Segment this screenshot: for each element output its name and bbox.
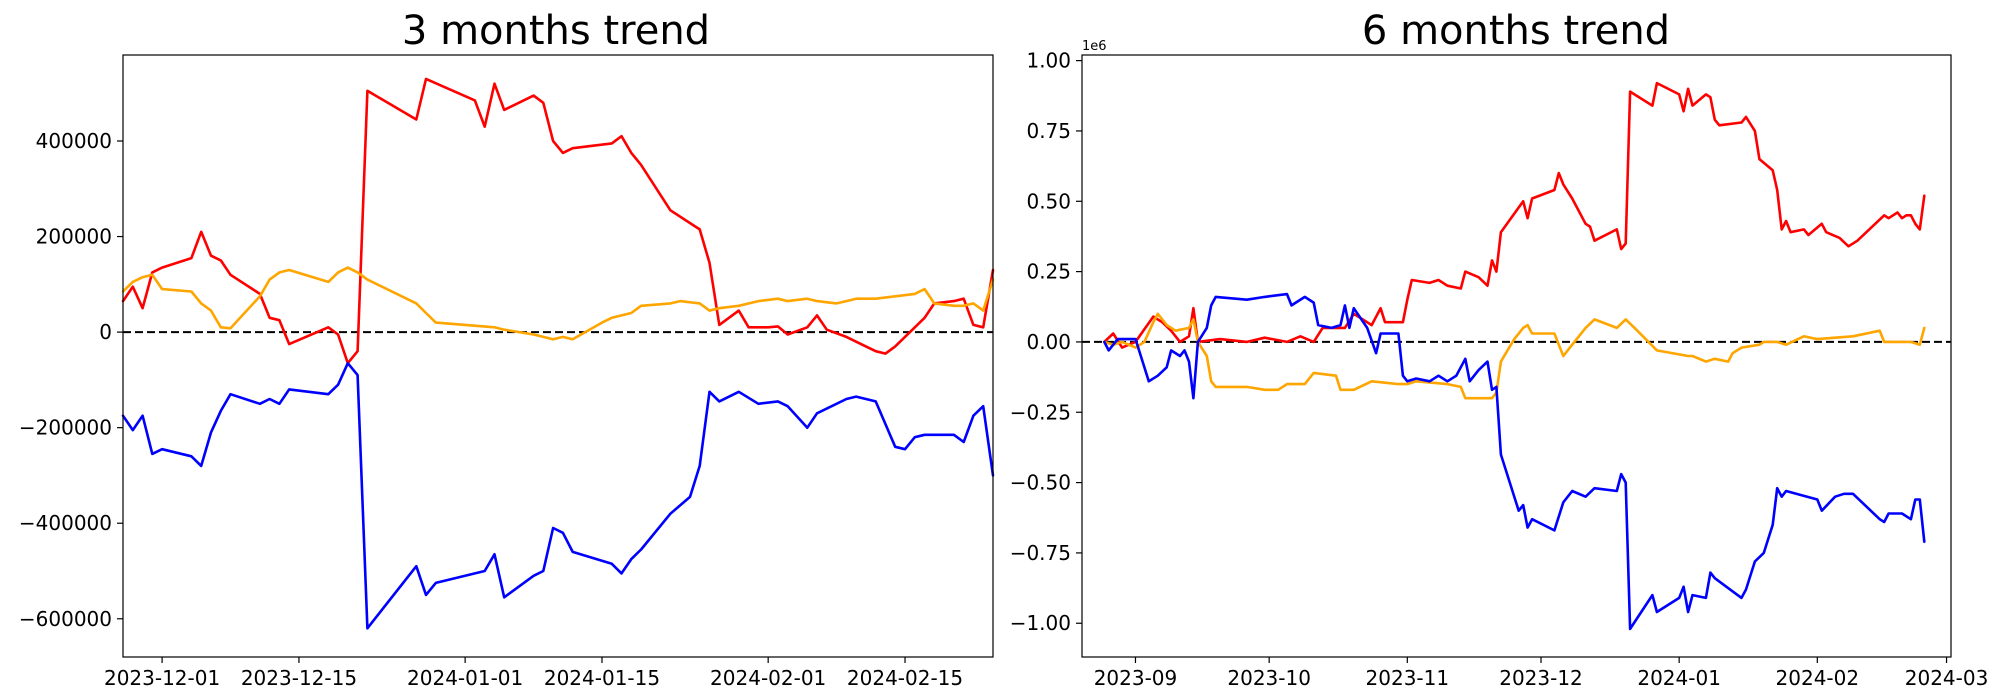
x-tick-label: 2023-12-01 — [104, 666, 220, 690]
x-tick-label: 2023-10 — [1227, 666, 1311, 690]
y-tick-label: 0.25 — [1026, 260, 1071, 284]
x-tick-label: 2024-02 — [1776, 666, 1860, 690]
chart-3-months: 3 months trend 400000 200000 0 −200000 −4000… — [19, 8, 995, 690]
x-tick-label: 2023-12-15 — [241, 666, 357, 690]
y-tick-label: −1.00 — [1010, 611, 1071, 635]
y-tick-label: −0.25 — [1010, 400, 1071, 424]
tick-layer: 400000 200000 0 −200000 −400000 −600000 2023-1… — [19, 129, 963, 690]
tick-layer: 1.00 0.75 0.50 0.25 0.00 −0.25 −0.50 −0.75 −1.00… — [1010, 49, 1989, 690]
x-tick-label: 2024-02-01 — [710, 666, 826, 690]
series-line-0 — [1103, 81, 1926, 349]
y-tick-label: 200000 — [36, 225, 112, 249]
y-tick-label: −0.75 — [1010, 541, 1071, 565]
x-tick-label: 2024-01 — [1637, 666, 1721, 690]
x-tick-label: 2024-02-15 — [847, 666, 963, 690]
y-tick-label: −600000 — [19, 607, 112, 631]
y-tick-label: 0.50 — [1026, 189, 1071, 213]
x-tick-label: 2024-03 — [1905, 666, 1989, 690]
y-tick-label: 1.00 — [1026, 49, 1071, 73]
y-tick-label: −0.50 — [1010, 471, 1071, 495]
y-tick-label: 0.00 — [1026, 330, 1071, 354]
chart-title: 3 months trend — [402, 8, 710, 54]
series-line-1 — [1103, 312, 1926, 400]
y-tick-label: 400000 — [36, 129, 112, 153]
series-line-2 — [1103, 292, 1926, 631]
x-tick-label: 2023-11 — [1366, 666, 1450, 690]
chart-title: 6 months trend — [1362, 8, 1670, 54]
plot-frame — [1081, 54, 1952, 658]
series-line-1 — [121, 266, 995, 341]
x-tick-label: 2024-01-15 — [544, 666, 660, 690]
y-tick-label: −200000 — [19, 416, 112, 440]
y-tick-label: 0 — [99, 320, 112, 344]
y-tick-label: 0.75 — [1026, 119, 1071, 143]
series-layer — [1103, 81, 1926, 631]
series-line-2 — [121, 361, 995, 630]
x-tick-label: 2023-09 — [1094, 666, 1178, 690]
series-line-0 — [121, 77, 995, 365]
x-tick-label: 2023-12 — [1499, 666, 1583, 690]
chart-6-months: 6 months trend 1e6 1.00 0.75 0.50 0.25 0.00 −… — [1010, 8, 1989, 690]
x-tick-label: 2024-01-01 — [407, 666, 523, 690]
y-tick-label: −400000 — [19, 511, 112, 535]
axis-offset-label: 1e6 — [1082, 39, 1107, 54]
series-layer — [121, 77, 995, 630]
plot-frame — [122, 54, 994, 658]
